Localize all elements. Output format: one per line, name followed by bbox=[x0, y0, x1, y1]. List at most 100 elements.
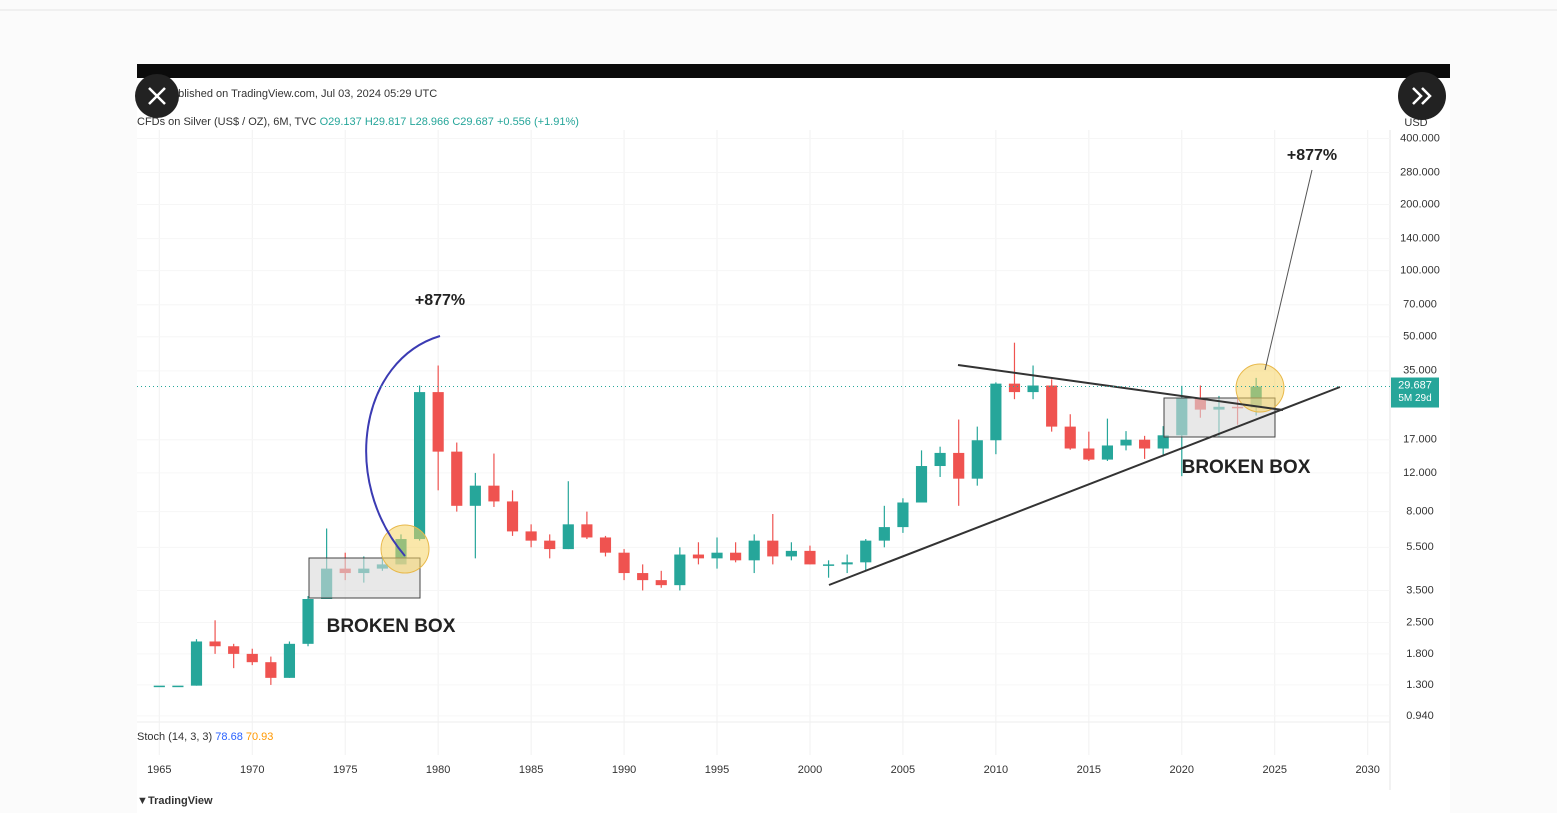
candle-body bbox=[190, 641, 203, 686]
y-tick-label: 35.000 bbox=[1403, 365, 1437, 377]
x-tick-label: 1995 bbox=[705, 764, 729, 776]
annotation: BROKEN BOX bbox=[327, 616, 456, 637]
candle-body bbox=[209, 641, 221, 647]
price-label-bg bbox=[1391, 377, 1439, 408]
chart-panel bbox=[137, 78, 1450, 813]
y-tick-label: 400.000 bbox=[1400, 132, 1440, 144]
candle-body bbox=[730, 552, 742, 561]
candle-body bbox=[544, 540, 556, 550]
y-tick-label: 70.000 bbox=[1403, 299, 1437, 311]
candle-body bbox=[1027, 385, 1039, 393]
legend-item: C29.687 bbox=[452, 116, 494, 128]
legend-item: L28.966 bbox=[409, 116, 449, 128]
candle-body bbox=[897, 502, 909, 528]
x-tick-label: 2030 bbox=[1355, 764, 1379, 776]
candle-body bbox=[451, 451, 463, 506]
candle-body bbox=[1064, 426, 1076, 449]
candle-body bbox=[618, 552, 630, 574]
x-tick-label: 2005 bbox=[891, 764, 915, 776]
x-tick-label: 2020 bbox=[1170, 764, 1194, 776]
candle-body bbox=[1120, 439, 1132, 446]
indicator-legend: Stoch (14, 3, 3) 78.68 70.93 bbox=[137, 731, 273, 743]
candle-body bbox=[1083, 448, 1095, 460]
x-tick-label: 2015 bbox=[1077, 764, 1101, 776]
x-tick-label: 2010 bbox=[984, 764, 1008, 776]
annotation: +877% bbox=[415, 292, 465, 309]
y-tick-label: 2.500 bbox=[1406, 616, 1434, 628]
candle-body bbox=[767, 540, 779, 557]
candle-body bbox=[655, 580, 667, 586]
x-tick-label: 1980 bbox=[426, 764, 450, 776]
candle-body bbox=[692, 554, 705, 559]
candle-body bbox=[599, 537, 612, 553]
candle-body bbox=[581, 524, 593, 538]
x-tick-label: 1990 bbox=[612, 764, 636, 776]
arc-drawing bbox=[365, 335, 441, 557]
candle-body bbox=[525, 531, 537, 541]
top-bar bbox=[137, 64, 1450, 78]
y-tick-label: 1.800 bbox=[1406, 648, 1434, 660]
candle-body bbox=[637, 573, 649, 581]
candle-body bbox=[488, 485, 500, 502]
candle-body bbox=[228, 646, 240, 654]
candle-body bbox=[953, 452, 965, 479]
y-tick-label: 17.000 bbox=[1403, 434, 1437, 446]
last-price-label: 29.687 bbox=[1398, 379, 1432, 391]
legend-item: CFDs on Silver (US$ / OZ), 6M, TVC bbox=[137, 116, 317, 128]
x-tick-label: 1970 bbox=[240, 764, 264, 776]
projection-line bbox=[1264, 169, 1313, 371]
expand-icon bbox=[1412, 87, 1432, 105]
x-tick-label: 2025 bbox=[1262, 764, 1286, 776]
countdown-label: 5M 29d bbox=[1398, 393, 1431, 404]
candle-body bbox=[878, 527, 890, 541]
x-tick-label: 2000 bbox=[798, 764, 822, 776]
candle-body bbox=[841, 562, 853, 565]
candle-body bbox=[153, 685, 165, 688]
legend-item: O29.137 bbox=[320, 116, 362, 128]
candle-body bbox=[1046, 385, 1058, 427]
annotation: BROKEN BOX bbox=[1182, 457, 1311, 478]
candle-body bbox=[915, 466, 928, 503]
candle-body bbox=[1139, 439, 1151, 449]
candle-body bbox=[822, 564, 835, 566]
close-icon bbox=[148, 87, 166, 105]
candle-body bbox=[748, 540, 760, 561]
candle-body bbox=[506, 501, 519, 532]
trend-line bbox=[957, 364, 1284, 411]
candle-body bbox=[1157, 435, 1169, 449]
publish-info: ublished on TradingView.com, Jul 03, 202… bbox=[172, 88, 437, 100]
trend-line bbox=[828, 386, 1341, 586]
candle-body bbox=[934, 452, 946, 467]
candle-body bbox=[860, 540, 872, 563]
y-tick-label: 280.000 bbox=[1400, 166, 1440, 178]
y-tick-label: 3.500 bbox=[1406, 584, 1434, 596]
candle-body bbox=[674, 554, 686, 586]
y-tick-label: 100.000 bbox=[1400, 265, 1440, 277]
grid bbox=[137, 130, 1390, 755]
x-tick-label: 1985 bbox=[519, 764, 543, 776]
highlight-circle bbox=[380, 524, 430, 574]
y-tick-label: 1.300 bbox=[1406, 679, 1434, 691]
legend-item: 70.93 bbox=[246, 731, 274, 743]
y-tick-label: 50.000 bbox=[1403, 331, 1437, 343]
candle-body bbox=[562, 524, 574, 550]
candle-body bbox=[1101, 445, 1114, 460]
candle-body bbox=[990, 383, 1002, 441]
highlight-circle bbox=[1235, 363, 1285, 413]
x-tick-label: 1975 bbox=[333, 764, 357, 776]
brand: TradingView bbox=[148, 795, 213, 807]
y-tick-label: 140.000 bbox=[1400, 232, 1440, 244]
candle-body bbox=[469, 485, 481, 506]
legend-item: +0.556 (+1.91%) bbox=[497, 116, 579, 128]
candle-body bbox=[971, 440, 983, 479]
candle-body bbox=[413, 392, 426, 540]
x-tick-label: 1965 bbox=[147, 764, 171, 776]
candle-body bbox=[804, 550, 816, 565]
candle-body bbox=[246, 653, 258, 663]
candle-body bbox=[172, 685, 184, 688]
candle-body bbox=[432, 392, 444, 452]
y-tick-label: 8.000 bbox=[1406, 506, 1434, 518]
legend-item: 78.68 bbox=[215, 731, 243, 743]
brand-icon: ▼ bbox=[137, 795, 148, 807]
